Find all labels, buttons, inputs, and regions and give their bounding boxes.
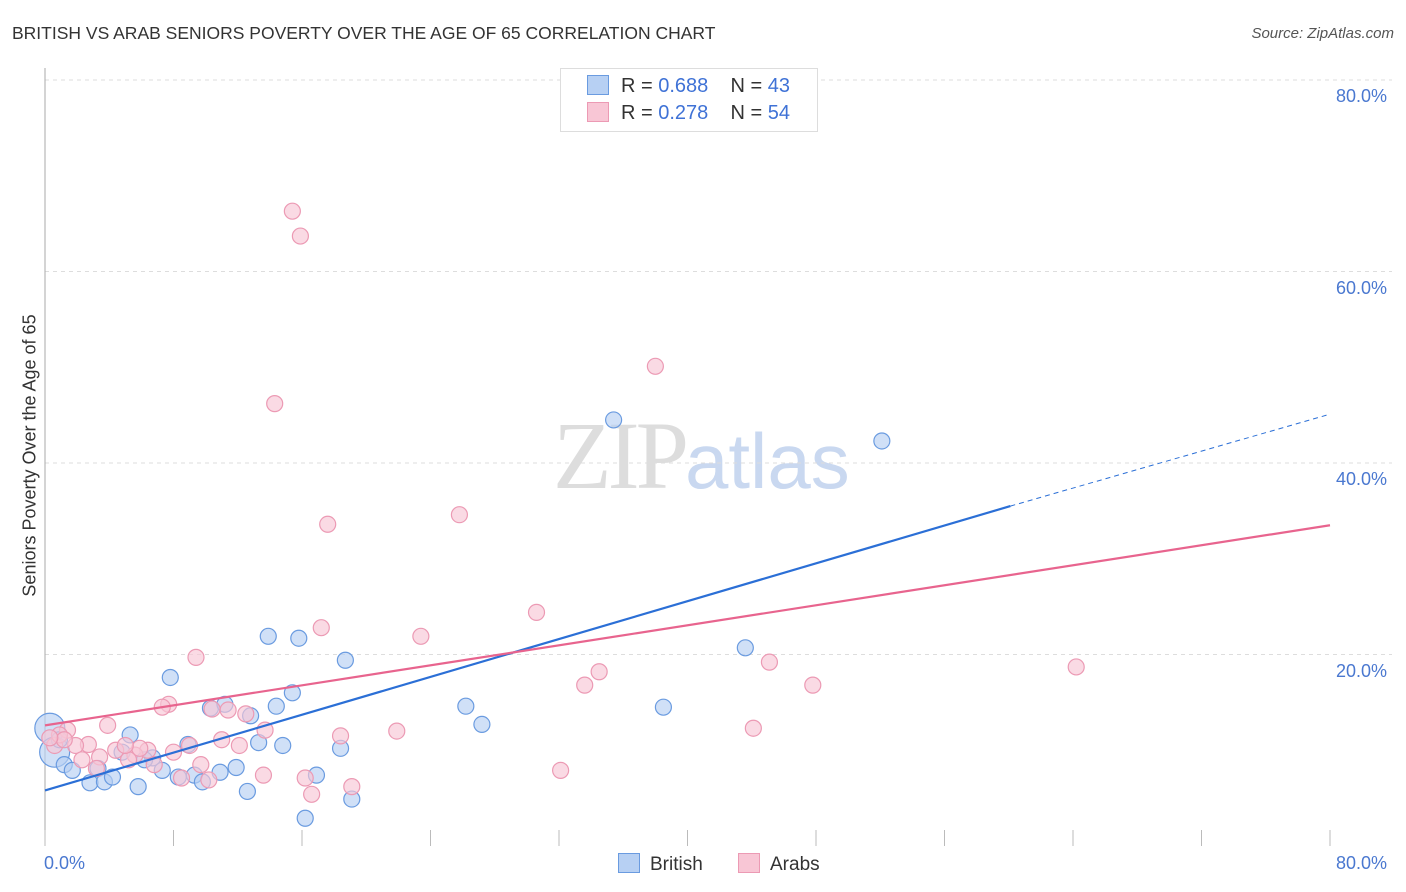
y-tick-label: 40.0%	[1336, 469, 1388, 489]
arabs-point	[73, 751, 91, 769]
arabs-swatch	[587, 102, 609, 122]
british-point	[161, 668, 179, 687]
british-point	[259, 627, 277, 645]
arabs-point	[296, 769, 314, 787]
arabs-point	[1067, 658, 1085, 676]
british-point	[63, 761, 81, 779]
arabs-point	[200, 771, 218, 789]
arabs-point	[804, 676, 822, 694]
british-trend-line	[44, 505, 1011, 792]
british-point	[129, 778, 147, 796]
arabs-point	[744, 719, 762, 737]
source-label: Source: ZipAtlas.com	[1251, 25, 1394, 42]
arabs-point	[760, 653, 779, 671]
british-point	[654, 698, 673, 716]
british-point	[605, 411, 623, 429]
arabs-point	[646, 357, 664, 375]
legend-arabs: Arabs	[738, 853, 820, 876]
arabs-point	[192, 756, 210, 774]
arabs-point	[343, 778, 361, 796]
arabs-point	[291, 227, 309, 245]
british-point	[290, 629, 308, 647]
legend-british: British	[618, 853, 703, 876]
x-tick-label: 80.0%	[1336, 853, 1388, 873]
arabs-trend-line	[44, 524, 1331, 727]
arabs-point	[172, 769, 191, 787]
british-point	[267, 697, 285, 715]
arabs-point	[99, 716, 117, 734]
british-point	[336, 651, 354, 669]
arabs-point	[303, 785, 321, 803]
british-point	[736, 639, 754, 657]
arabs-point	[237, 705, 255, 723]
arabs-point	[552, 761, 570, 779]
arabs-point	[266, 395, 284, 413]
arabs-point	[590, 663, 608, 681]
arabs-point	[187, 648, 205, 666]
british-point	[473, 715, 491, 733]
arabs-point	[312, 619, 330, 637]
arabs-point	[576, 676, 594, 694]
arabs-point	[131, 739, 149, 757]
legend: R = 0.688 N = 43 R = 0.278 N = 54	[560, 68, 818, 132]
arabs-point	[55, 731, 73, 749]
arabs-point	[319, 515, 337, 533]
british-point	[238, 782, 256, 801]
british-trend-extrapolation	[1010, 413, 1331, 507]
arabs-point	[219, 701, 237, 719]
arabs-point	[388, 722, 406, 740]
british-point	[457, 697, 475, 715]
arabs-point	[41, 729, 59, 747]
y-tick-label: 80.0%	[1336, 86, 1388, 106]
arabs-point	[412, 627, 430, 645]
y-tick-label: 60.0%	[1336, 277, 1388, 298]
british-point	[296, 809, 314, 827]
british-point	[283, 684, 301, 702]
arabs-point	[203, 700, 221, 718]
british-point	[227, 758, 245, 777]
chart-title: BRITISH VS ARAB SENIORS POVERTY OVER THE…	[12, 23, 716, 43]
arabs-point	[527, 603, 546, 621]
british-point	[873, 432, 891, 450]
x-tick-label: 0.0%	[44, 853, 86, 873]
arabs-point	[283, 202, 301, 220]
british-point	[103, 768, 122, 786]
arabs-point	[230, 736, 248, 755]
arabs-point	[450, 506, 469, 524]
british-point	[274, 736, 292, 755]
arabs-point	[116, 736, 134, 755]
y-tick-label: 20.0%	[1336, 660, 1388, 681]
british-swatch	[587, 75, 609, 95]
arabs-point	[331, 727, 350, 745]
y-axis-label: Seniors Poverty Over the Age of 65	[19, 314, 40, 597]
arabs-point	[254, 766, 273, 784]
